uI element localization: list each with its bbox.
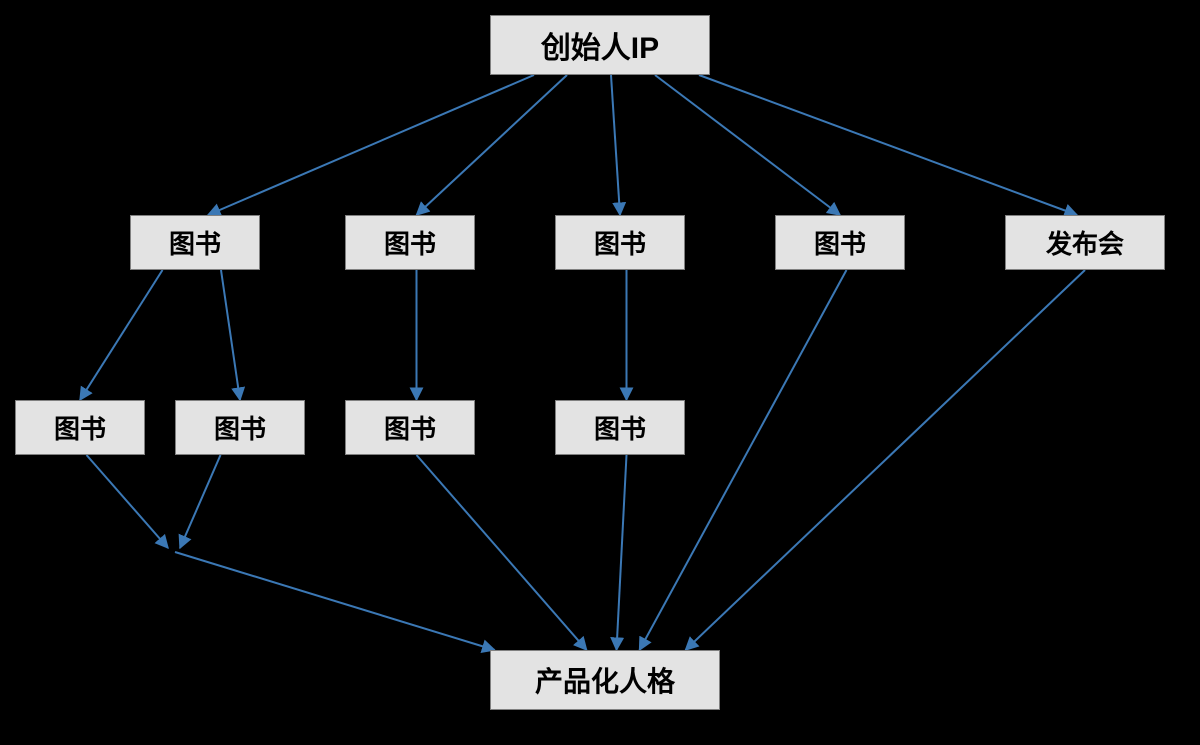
node-label: 图书: [384, 409, 436, 446]
node-final: 产品化人格: [490, 650, 720, 710]
node-label: 创始人IP: [541, 23, 659, 67]
edge: [611, 75, 620, 215]
node-r2c4: 图书: [555, 400, 685, 455]
node-label: 图书: [384, 224, 436, 261]
node-label: 图书: [594, 224, 646, 261]
node-r2c1: 图书: [15, 400, 145, 455]
node-r1c5: 发布会: [1005, 215, 1165, 270]
edge: [80, 270, 163, 400]
edges-layer: [0, 0, 1200, 745]
node-r1c4: 图书: [775, 215, 905, 270]
edge: [655, 75, 840, 215]
node-label: 图书: [214, 409, 266, 446]
edge: [221, 270, 240, 400]
edge: [180, 455, 221, 548]
node-r2c2: 图书: [175, 400, 305, 455]
node-r2c3: 图书: [345, 400, 475, 455]
node-label: 图书: [814, 224, 866, 261]
edge: [417, 455, 587, 650]
node-r1c1: 图书: [130, 215, 260, 270]
edge: [87, 455, 169, 548]
node-label: 图书: [54, 409, 106, 446]
node-root: 创始人IP: [490, 15, 710, 75]
edge: [686, 270, 1086, 650]
node-r1c2: 图书: [345, 215, 475, 270]
edge: [617, 455, 627, 650]
diagram-stage: 创始人IP图书图书图书图书发布会图书图书图书图书产品化人格: [0, 0, 1200, 745]
node-label: 图书: [169, 224, 221, 261]
node-label: 发布会: [1046, 224, 1124, 261]
edge: [208, 75, 534, 215]
node-label: 产品化人格: [535, 660, 675, 700]
edge: [699, 75, 1077, 215]
node-r1c3: 图书: [555, 215, 685, 270]
edge: [417, 75, 568, 215]
edge: [175, 552, 495, 650]
node-label: 图书: [594, 409, 646, 446]
edge: [640, 270, 847, 650]
